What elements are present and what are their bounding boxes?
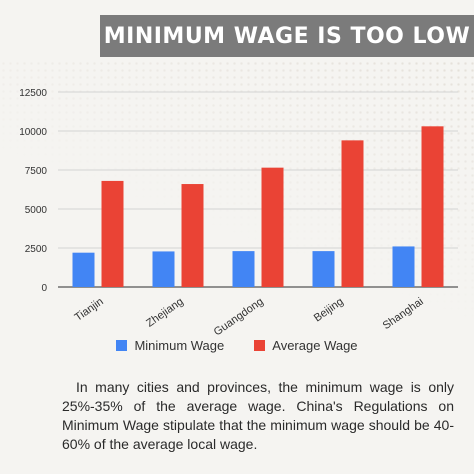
legend-swatch-average bbox=[254, 340, 266, 351]
bar-average-wage bbox=[261, 167, 284, 287]
bar-average-wage bbox=[421, 126, 444, 287]
x-tick-label: Guangdong bbox=[212, 296, 266, 339]
legend-label-average: Average Wage bbox=[272, 338, 358, 353]
x-tick-label: Zhejiang bbox=[144, 296, 185, 330]
bar-average-wage bbox=[341, 140, 364, 287]
bar-average-wage bbox=[181, 184, 204, 287]
bar-average-wage bbox=[101, 180, 124, 287]
bar-minimum-wage bbox=[72, 252, 95, 287]
title-banner: MINIMUM WAGE IS TOO LOW bbox=[100, 15, 474, 57]
bar-minimum-wage bbox=[232, 251, 255, 287]
y-tick-label: 10000 bbox=[19, 127, 47, 138]
y-tick-label: 5000 bbox=[25, 205, 48, 216]
description-text: In many cities and provinces, the minimu… bbox=[62, 379, 454, 452]
bar-chart: 0 2500 5000 7500 10000 12500 Tianjin Zhejiang Gu… bbox=[19, 88, 458, 339]
legend-item-average: Average Wage bbox=[254, 338, 358, 353]
x-tick-label: Beijing bbox=[312, 296, 346, 325]
legend-swatch-minimum bbox=[116, 340, 128, 351]
y-tick-label: 0 bbox=[41, 283, 47, 294]
legend-label-minimum: Minimum Wage bbox=[134, 338, 225, 353]
bar-minimum-wage bbox=[392, 246, 415, 287]
bar-minimum-wage bbox=[312, 251, 335, 287]
y-tick-label: 7500 bbox=[25, 166, 48, 177]
legend-item-minimum: Minimum Wage bbox=[116, 338, 224, 353]
x-tick-label: Tianjin bbox=[73, 296, 106, 324]
y-tick-label: 12500 bbox=[19, 88, 47, 99]
bar-minimum-wage bbox=[152, 251, 175, 287]
chart-legend: Minimum Wage Average Wage bbox=[0, 338, 474, 353]
chart-title: MINIMUM WAGE IS TOO LOW bbox=[103, 23, 471, 49]
y-tick-label: 2500 bbox=[25, 244, 48, 255]
x-tick-label: Shanghai bbox=[381, 296, 426, 333]
